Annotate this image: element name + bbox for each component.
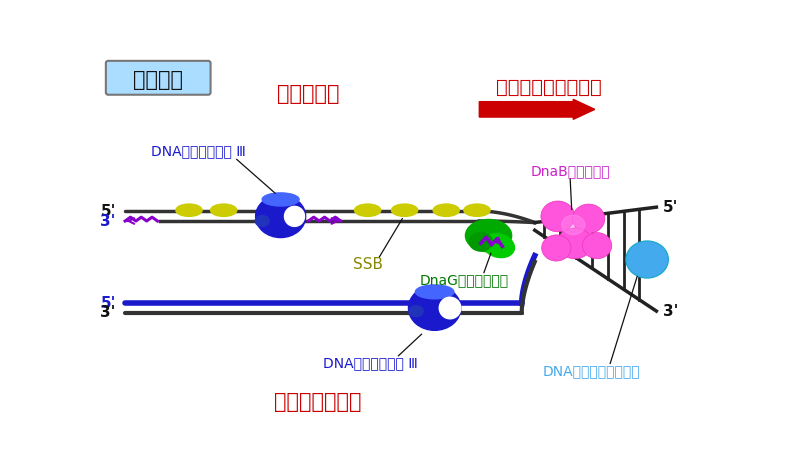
Text: SSB: SSB (353, 257, 382, 272)
Text: 5': 5' (662, 200, 678, 215)
Text: 3': 3' (662, 304, 678, 319)
Ellipse shape (542, 235, 571, 261)
Text: 5': 5' (101, 296, 116, 311)
Ellipse shape (482, 234, 514, 257)
Text: DNAポリメラーゼ Ⅲ: DNAポリメラーゼ Ⅲ (151, 144, 246, 158)
Ellipse shape (562, 215, 585, 235)
Ellipse shape (210, 204, 237, 217)
Ellipse shape (256, 195, 306, 238)
Text: 複製フォークの進行: 複製フォークの進行 (496, 78, 602, 97)
Ellipse shape (255, 216, 269, 227)
Ellipse shape (285, 206, 305, 227)
Ellipse shape (466, 219, 512, 252)
Text: リーディング鎖: リーディング鎖 (274, 392, 362, 412)
Ellipse shape (262, 193, 299, 206)
Ellipse shape (470, 233, 492, 251)
Text: 原核生物: 原核生物 (134, 70, 183, 90)
Ellipse shape (391, 204, 418, 217)
Ellipse shape (464, 204, 490, 217)
Text: DnaBヘリカーゼ: DnaBヘリカーゼ (530, 164, 610, 178)
Ellipse shape (439, 297, 461, 319)
Text: 5': 5' (101, 203, 116, 218)
Ellipse shape (415, 285, 454, 299)
Ellipse shape (410, 306, 423, 316)
Ellipse shape (557, 228, 593, 259)
Ellipse shape (582, 233, 612, 259)
Text: 3': 3' (101, 305, 116, 320)
Ellipse shape (176, 204, 202, 217)
Ellipse shape (354, 204, 381, 217)
Text: DnaGプライマーゼ: DnaGプライマーゼ (419, 273, 509, 287)
Text: DNAトポイソメラーゼ: DNAトポイソメラーゼ (542, 364, 640, 378)
Ellipse shape (409, 285, 461, 330)
Ellipse shape (626, 241, 668, 278)
FancyArrow shape (479, 99, 594, 119)
FancyBboxPatch shape (106, 61, 210, 95)
Text: ラギング鎖: ラギング鎖 (277, 84, 340, 104)
Text: 3': 3' (101, 213, 116, 228)
Ellipse shape (541, 201, 574, 232)
Ellipse shape (433, 204, 459, 217)
Text: DNAポリメラーゼ Ⅲ: DNAポリメラーゼ Ⅲ (322, 356, 418, 370)
Ellipse shape (573, 204, 605, 233)
